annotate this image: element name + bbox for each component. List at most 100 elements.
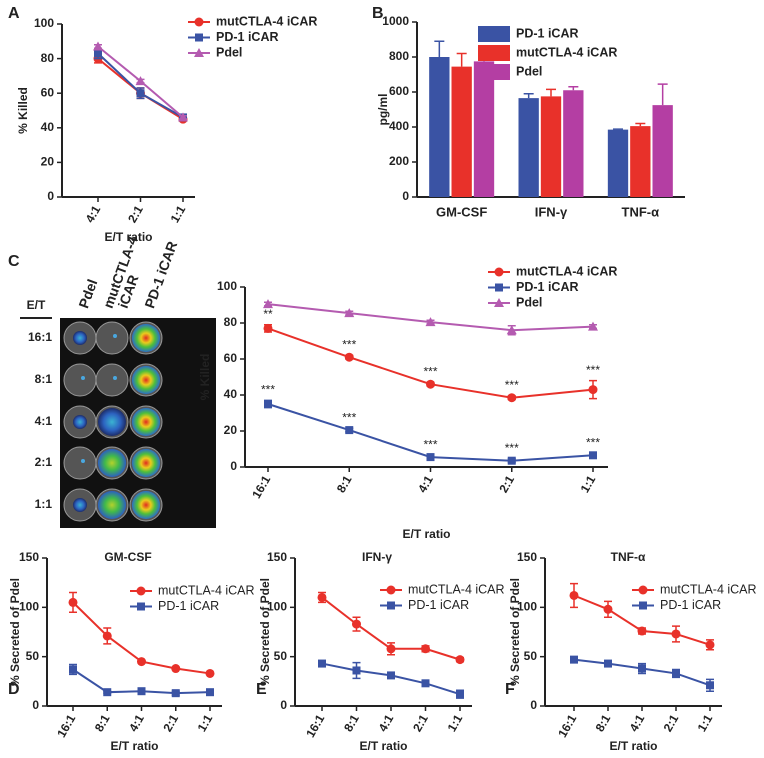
x-tick-label: 1:1: [578, 473, 599, 495]
marker: [425, 317, 436, 327]
y-axis-label: % Secreted of Pdel: [508, 578, 522, 686]
bar: [429, 57, 450, 197]
x-tick-label: 2:1: [125, 203, 146, 225]
y-tick-label: 0: [32, 698, 39, 712]
significance: ***: [505, 378, 519, 392]
marker: [68, 597, 78, 607]
y-tick-label: 800: [389, 49, 409, 63]
chart-title: GM-CSF: [104, 550, 151, 564]
significance: ***: [261, 383, 275, 397]
error-bar: [613, 128, 623, 130]
marker: [639, 601, 647, 610]
bar: [563, 90, 584, 197]
y-tick-label: 50: [26, 649, 40, 663]
signal: [73, 498, 87, 512]
marker: [102, 631, 112, 641]
legend-label: Pdel: [516, 64, 542, 78]
marker: [495, 283, 503, 292]
marker: [672, 669, 680, 678]
marker: [638, 585, 648, 595]
error-bar: [635, 122, 646, 127]
signal: [132, 449, 160, 477]
marker: [507, 456, 516, 465]
marker: [205, 668, 215, 678]
x-axis-label: E/T ratio: [104, 230, 152, 244]
luminescence-image: [60, 318, 216, 528]
y-tick-label: 40: [224, 387, 238, 401]
x-tick-label: 4:1: [376, 712, 397, 734]
signal: [98, 408, 126, 436]
chart-title: IFN-γ: [362, 550, 392, 564]
panel-label: A: [8, 5, 20, 22]
row-label: 8:1: [35, 372, 53, 386]
y-tick-label: 20: [41, 155, 55, 169]
y-tick-label: 150: [19, 550, 39, 564]
legend-label: PD-1 iCAR: [516, 280, 579, 294]
legend-swatch: [478, 26, 510, 42]
legend-label: PD-1 iCAR: [216, 30, 279, 44]
marker: [136, 89, 145, 98]
series-line: [267, 403, 594, 462]
significance: ***: [423, 437, 437, 451]
signal: [73, 415, 87, 429]
marker: [638, 664, 646, 673]
error-bar: [568, 86, 579, 91]
x-tick-label: 4:1: [627, 712, 648, 734]
panel-label: F: [505, 681, 515, 698]
marker: [137, 602, 145, 611]
signal: [98, 491, 126, 519]
legend-label: PD-1 iCAR: [158, 599, 219, 613]
panel-label: C: [8, 253, 20, 270]
marker: [588, 321, 598, 331]
marker: [317, 592, 327, 602]
chart-title: TNF-α: [611, 550, 646, 564]
x-tick-label: 2:1: [410, 712, 431, 734]
column-label: PD-1 iCAR: [141, 239, 180, 310]
legend-label: mutCTLA-4 iCAR: [216, 14, 317, 28]
y-tick-label: 20: [224, 423, 238, 437]
bar: [451, 66, 472, 197]
x-tick-label: IFN-γ: [535, 204, 568, 219]
y-tick-label: 200: [389, 154, 409, 168]
panel-label: E: [256, 681, 267, 698]
bar: [540, 96, 562, 197]
y-axis-label: % Killed: [16, 87, 30, 134]
y-tick-label: 80: [41, 51, 55, 65]
marker: [352, 666, 361, 675]
y-tick-label: 100: [517, 600, 537, 614]
significance: ***: [423, 365, 437, 379]
y-axis-label: % Secreted of Pdel: [258, 578, 272, 686]
y-tick-label: 80: [224, 315, 238, 329]
marker: [137, 657, 146, 667]
y-tick-label: 100: [34, 16, 54, 30]
bar: [630, 126, 651, 197]
marker: [136, 586, 146, 596]
y-axis-label: pg/ml: [376, 94, 390, 126]
marker: [135, 76, 146, 86]
legend-label: mutCTLA-4 iCAR: [660, 582, 757, 596]
marker: [494, 298, 504, 307]
significance: ***: [505, 441, 519, 455]
y-axis-label: % Killed: [198, 354, 212, 401]
marker: [344, 308, 355, 318]
column-label: Pdel: [75, 277, 100, 310]
x-tick-label: 8:1: [593, 712, 614, 734]
marker: [103, 688, 112, 697]
well: [63, 446, 97, 480]
y-tick-label: 60: [41, 85, 55, 99]
legend-swatch: [478, 45, 510, 61]
y-tick-label: 100: [267, 600, 287, 614]
marker: [421, 679, 430, 688]
legend-swatch: [478, 64, 510, 80]
x-tick-label: 2:1: [661, 712, 682, 734]
x-tick-label: 16:1: [249, 473, 273, 501]
y-tick-label: 40: [41, 120, 55, 134]
marker: [194, 48, 204, 57]
legend-label: mutCTLA-4 iCAR: [516, 45, 617, 59]
marker: [345, 426, 354, 435]
y-tick-label: 1000: [382, 14, 409, 28]
signal: [132, 324, 160, 352]
panel-label: B: [372, 5, 384, 22]
x-tick-label: 4:1: [83, 203, 104, 225]
